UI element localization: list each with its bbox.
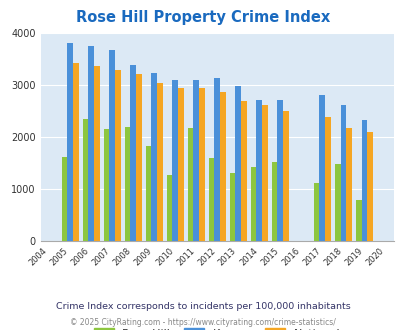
Bar — [340, 105, 345, 241]
Bar — [262, 105, 267, 241]
Bar — [187, 128, 193, 241]
Bar — [145, 146, 151, 241]
Bar — [166, 175, 172, 241]
Text: Rose Hill Property Crime Index: Rose Hill Property Crime Index — [76, 10, 329, 25]
Bar — [82, 119, 88, 241]
Bar — [72, 63, 78, 241]
Bar — [124, 127, 130, 241]
Bar — [235, 86, 241, 241]
Bar — [313, 183, 319, 241]
Bar — [157, 83, 162, 241]
Bar — [277, 100, 282, 241]
Bar — [271, 162, 277, 241]
Bar — [324, 117, 330, 241]
Bar — [214, 78, 220, 241]
Bar — [366, 132, 372, 241]
Bar — [62, 157, 67, 241]
Bar — [334, 164, 340, 241]
Bar — [345, 128, 351, 241]
Bar — [103, 129, 109, 241]
Bar — [355, 200, 361, 241]
Bar — [177, 87, 183, 241]
Bar — [193, 80, 198, 241]
Bar — [282, 111, 288, 241]
Bar — [198, 88, 204, 241]
Text: Crime Index corresponds to incidents per 100,000 inhabitants: Crime Index corresponds to incidents per… — [55, 302, 350, 311]
Bar — [115, 70, 120, 241]
Legend: Rose Hill, Kansas, National: Rose Hill, Kansas, National — [89, 324, 344, 330]
Bar — [250, 167, 256, 241]
Bar — [241, 101, 246, 241]
Bar — [130, 65, 136, 241]
Bar — [319, 95, 324, 241]
Bar — [361, 120, 366, 241]
Bar — [94, 66, 99, 241]
Bar — [256, 100, 262, 241]
Bar — [136, 74, 141, 241]
Bar — [109, 50, 115, 241]
Text: © 2025 CityRating.com - https://www.cityrating.com/crime-statistics/: © 2025 CityRating.com - https://www.city… — [70, 318, 335, 327]
Bar — [229, 173, 235, 241]
Bar — [172, 80, 177, 241]
Bar — [220, 92, 225, 241]
Bar — [67, 43, 72, 241]
Bar — [208, 158, 214, 241]
Bar — [88, 46, 94, 241]
Bar — [151, 73, 157, 241]
